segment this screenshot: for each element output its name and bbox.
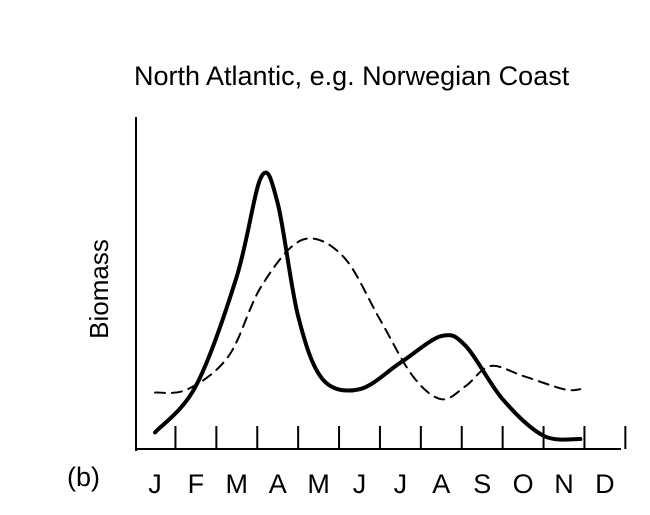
chart-title: North Atlantic, e.g. Norwegian Coast xyxy=(134,61,570,91)
x-tick-label: J xyxy=(353,469,367,499)
x-tick-label: J xyxy=(394,469,408,499)
x-tick-label: D xyxy=(595,469,615,499)
x-tick-label: A xyxy=(269,469,287,499)
x-axis-ticks xyxy=(174,426,627,449)
plot-lines xyxy=(153,170,583,442)
y-axis-label: Biomass xyxy=(84,239,114,339)
x-tick-label: M xyxy=(307,469,330,499)
series-line-dashed xyxy=(154,237,582,401)
x-tick-label: S xyxy=(473,469,491,499)
x-tick-label: A xyxy=(432,469,450,499)
x-tick-label: J xyxy=(148,469,162,499)
x-tick-label: M xyxy=(226,469,249,499)
series-line-solid xyxy=(153,170,583,442)
panel-label: (b) xyxy=(67,462,100,492)
x-tick-label: O xyxy=(513,469,534,499)
x-tick-label: F xyxy=(188,469,205,499)
x-tick-label: N xyxy=(554,469,574,499)
